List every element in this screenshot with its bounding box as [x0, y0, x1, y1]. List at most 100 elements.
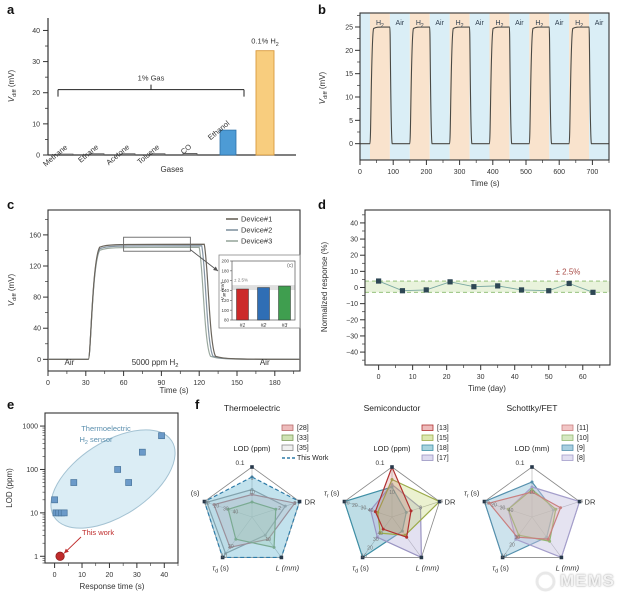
- svg-text:0: 0: [53, 572, 57, 579]
- svg-text:15: 15: [345, 71, 353, 78]
- x-axis-label-c: Time (s): [159, 386, 188, 395]
- svg-text:180: 180: [269, 380, 281, 387]
- data-point: [447, 279, 453, 285]
- data-point: [471, 284, 477, 290]
- radar-tick: 4: [440, 499, 443, 505]
- axis-label-tau-r: τr (s): [190, 489, 200, 500]
- inset-corner-label: (c): [287, 263, 293, 269]
- svg-text:This Work: This Work: [297, 455, 329, 462]
- svg-text:500: 500: [520, 169, 532, 176]
- inset-y-label: Vdiff (mV): [220, 281, 226, 300]
- svg-text:120: 120: [193, 380, 205, 387]
- arrowhead: [64, 548, 69, 554]
- radar-tick: 20: [228, 544, 234, 550]
- svg-text:Device#1: Device#1: [241, 215, 272, 224]
- svg-text:[15]: [15]: [437, 435, 449, 442]
- data-point: [566, 280, 572, 287]
- radar-tick: 40: [377, 531, 383, 537]
- y-axis-label-c: Vdiff (mV): [7, 273, 18, 306]
- literature-point: [158, 432, 165, 440]
- h2-period-label: H2: [535, 20, 543, 29]
- tolerance-band: [365, 281, 610, 293]
- radar-tick: 10: [529, 490, 535, 496]
- radar-tick: 40: [508, 508, 514, 514]
- air-period-label: Air: [396, 20, 405, 27]
- axis-label-l: L (mm): [416, 563, 440, 572]
- svg-text:10: 10: [78, 572, 86, 579]
- arrowhead: [213, 266, 218, 271]
- watermark-text: MEMS: [560, 571, 615, 590]
- svg-text:100: 100: [387, 169, 399, 176]
- panel-a: a 0 10 20 30 40 Vdiff (mV) Gases Methane Ethane A…: [0, 0, 310, 195]
- x-axis-label-e: Response time (s): [80, 582, 145, 591]
- svg-text:1000: 1000: [22, 424, 38, 431]
- svg-text:40: 40: [350, 220, 358, 227]
- lod-tip-value: 0.1: [235, 460, 244, 467]
- x-axis-label-d: Time (day): [468, 384, 506, 393]
- svg-text:30: 30: [477, 374, 485, 381]
- panel-letter-f: f: [195, 397, 200, 412]
- svg-text:−20: −20: [346, 317, 358, 324]
- svg-text:30: 30: [350, 237, 358, 244]
- svg-text:20: 20: [443, 374, 451, 381]
- gas-bands: [360, 13, 609, 160]
- svg-text:50: 50: [545, 374, 553, 381]
- axis-label-dr: DR: [305, 498, 316, 507]
- panel-letter-e: e: [7, 397, 15, 412]
- svg-text:10: 10: [30, 510, 38, 517]
- svg-text:30: 30: [32, 59, 40, 66]
- axis-label-lod: LOD (ppm): [373, 444, 411, 453]
- radar-tick: 10: [484, 500, 490, 506]
- data-point: [423, 287, 429, 293]
- svg-text:−40: −40: [346, 350, 358, 357]
- air-period-label: Air: [435, 20, 444, 27]
- svg-text:30: 30: [82, 380, 90, 387]
- bar-Toluene: [150, 153, 166, 156]
- radar-title: Thermoelectric: [224, 403, 281, 413]
- svg-text:[9]: [9]: [577, 445, 585, 452]
- h2-period-label: H2: [575, 20, 583, 29]
- svg-text:60: 60: [579, 374, 587, 381]
- literature-point: [114, 466, 122, 473]
- bar-CO: [182, 153, 198, 156]
- data-point: [546, 288, 552, 294]
- radar-tick: 10: [265, 537, 271, 543]
- radar-series-[17]: [369, 483, 423, 559]
- svg-text:40: 40: [33, 326, 41, 333]
- axes-d: −40 −30 −20 −10 0 10 20 30 40 0 10 20 30 40 50 60: [346, 209, 611, 381]
- radar-tick: 3: [419, 506, 422, 512]
- svg-text:Device#3: Device#3: [241, 237, 272, 246]
- svg-text:140: 140: [221, 288, 229, 293]
- radar-tick: 30: [223, 507, 229, 513]
- y-axis-label-d: Normalized response (%): [320, 242, 329, 333]
- svg-text:0: 0: [349, 141, 353, 148]
- air-period-label: Air: [595, 20, 604, 27]
- svg-text:Device#2: Device#2: [241, 226, 272, 235]
- axes-a: 0 10 20 30 40: [32, 18, 296, 160]
- svg-text:40: 40: [32, 28, 40, 35]
- zoom-box: [123, 236, 191, 252]
- radar-legend: [28] [33] [35] This Work: [281, 424, 329, 462]
- chart-e-lod-scatter: 1 10 100 1000 0 10 20 30 40 Response time (s) LOD …: [5, 412, 179, 591]
- curve-Device#1: [48, 243, 301, 360]
- svg-text:160: 160: [29, 232, 41, 239]
- axis-label-tau-d: τd (s): [352, 563, 369, 574]
- literature-point: [70, 479, 78, 486]
- svg-text:180: 180: [221, 268, 229, 273]
- svg-text:80: 80: [224, 318, 230, 323]
- svg-text:0: 0: [377, 374, 381, 381]
- radar-tick: 10: [361, 553, 367, 559]
- svg-text:30: 30: [133, 572, 141, 579]
- x-axis-label-b: Time (s): [470, 179, 499, 188]
- radar-tick: 30: [500, 505, 506, 511]
- data-point: [518, 287, 525, 293]
- literature-point: [51, 496, 58, 504]
- axis-label-l: L (mm): [556, 563, 580, 572]
- data-point: [376, 278, 382, 284]
- panel-b: b H2 Air H2 Air H2 Air H2 Air H2 Air H2 Air 0 5 10 15 20…: [311, 0, 621, 195]
- inset-bar-#2: [257, 287, 270, 321]
- radar-tick: 2: [278, 506, 281, 512]
- svg-text:1: 1: [34, 554, 38, 561]
- svg-text:20: 20: [106, 572, 114, 579]
